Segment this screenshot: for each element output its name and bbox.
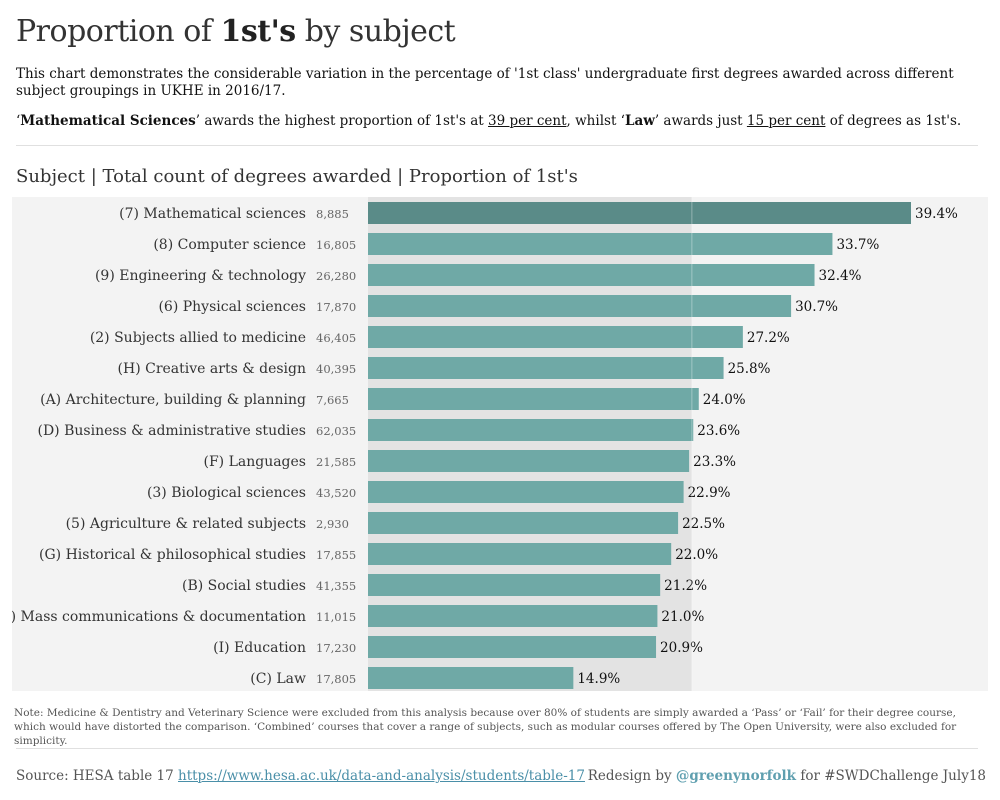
bar xyxy=(368,295,792,317)
category-label: (6) Physical sciences xyxy=(158,299,306,315)
category-label: (5) Agriculture & related subjects xyxy=(66,516,306,532)
bar xyxy=(368,419,694,441)
title-post: by subject xyxy=(295,14,456,49)
count-label: 7,665 xyxy=(316,393,349,407)
chart-subtitle: Subject | Total count of degrees awarded… xyxy=(16,166,578,187)
value-label: 30.7% xyxy=(795,299,838,315)
count-label: 41,355 xyxy=(316,579,356,593)
bar xyxy=(368,481,684,503)
source-prefix: Source: HESA table 17 xyxy=(16,768,179,784)
category-label: (D) Business & administrative studies xyxy=(38,423,307,439)
redesign-credit: Redesign by @greenynorfolk for #SWDChall… xyxy=(588,768,986,784)
bar xyxy=(368,450,690,472)
value-label: 25.8% xyxy=(728,361,771,377)
count-label: 16,805 xyxy=(316,238,356,252)
value-label: 27.2% xyxy=(747,330,790,346)
key-findings-bottom-value: 15 per cent xyxy=(746,113,826,129)
footnote: Note: Medicine & Dentistry and Veterinar… xyxy=(14,707,957,747)
divider-top xyxy=(16,145,978,146)
bar xyxy=(368,512,679,534)
count-label: 40,395 xyxy=(316,362,356,376)
category-label: (C) Law xyxy=(250,671,306,687)
category-label: (B) Social studies xyxy=(182,578,306,594)
category-label: (E) Mass communications & documentation xyxy=(12,609,306,625)
value-label: 20.9% xyxy=(660,640,703,656)
title-bold: 1st's xyxy=(220,14,296,49)
key-findings-top-subject: Mathematical Sciences xyxy=(20,113,196,129)
count-label: 46,405 xyxy=(316,331,356,345)
page-title: Proportion of 1st's by subject xyxy=(16,14,456,49)
value-label: 32.4% xyxy=(819,268,862,284)
bar xyxy=(368,667,574,689)
bar xyxy=(368,357,724,379)
count-label: 43,520 xyxy=(316,486,356,500)
key-findings-text-4: of degrees as 1st's. xyxy=(825,113,962,129)
divider-bottom xyxy=(16,748,978,749)
chart-panel: (7) Mathematical sciences 8,885 39.4% (8) C… xyxy=(0,197,988,705)
chart-description: This chart demonstrates the considerable… xyxy=(16,66,954,99)
bar xyxy=(368,636,657,658)
redesign-handle[interactable]: @greenynorfolk xyxy=(675,768,797,784)
key-findings-bottom-subject: Law xyxy=(624,113,655,129)
count-label: 26,280 xyxy=(316,269,356,283)
category-label: (G) Historical & philosophical studies xyxy=(39,547,306,563)
category-label: (A) Architecture, building & planning xyxy=(40,392,306,408)
value-label: 33.7% xyxy=(836,237,879,253)
footer: Source: HESA table 17 https://www.hesa.a… xyxy=(16,768,986,784)
key-findings-text-2: , whilst ‘ xyxy=(566,113,625,129)
bar xyxy=(368,264,815,286)
value-label: 14.9% xyxy=(577,671,620,687)
category-label: (H) Creative arts & design xyxy=(118,361,306,377)
count-label: 8,885 xyxy=(316,207,349,221)
category-label: (9) Engineering & technology xyxy=(95,268,306,284)
key-findings-top-value: 39 per cent xyxy=(488,113,567,129)
title-pre: Proportion of xyxy=(16,14,221,49)
category-label: (3) Biological sciences xyxy=(147,485,306,501)
value-label: 23.6% xyxy=(697,423,740,439)
count-label: 17,805 xyxy=(316,672,356,686)
bar xyxy=(368,326,743,348)
count-label: 21,585 xyxy=(316,455,356,469)
category-label: (2) Subjects allied to medicine xyxy=(90,330,306,346)
bar xyxy=(368,543,672,565)
bar xyxy=(368,388,699,410)
key-findings-text-1: ’ awards the highest proportion of 1st's… xyxy=(195,113,489,129)
value-label: 22.9% xyxy=(688,485,731,501)
bar xyxy=(368,574,661,596)
value-label: 22.5% xyxy=(682,516,725,532)
source-link[interactable]: https://www.hesa.ac.uk/data-and-analysis… xyxy=(178,768,585,784)
count-label: 11,015 xyxy=(316,610,356,624)
category-label: (F) Languages xyxy=(203,454,306,470)
bar-chart: (7) Mathematical sciences 8,885 39.4% (8) C… xyxy=(0,197,958,705)
redesign-prefix: Redesign by xyxy=(587,768,676,784)
category-label: (I) Education xyxy=(213,640,306,656)
value-label: 21.2% xyxy=(664,578,707,594)
bar xyxy=(368,202,911,224)
category-label: (8) Computer science xyxy=(153,237,306,253)
value-label: 39.4% xyxy=(915,206,958,222)
redesign-suffix: for #SWDChallenge July18 xyxy=(796,768,986,784)
key-findings-text-3: ’ awards just xyxy=(654,113,747,129)
key-findings: ‘Mathematical Sciences’ awards the highe… xyxy=(16,113,976,129)
bar xyxy=(368,233,833,255)
category-label: (7) Mathematical sciences xyxy=(119,206,306,222)
key-findings-quote: ‘ xyxy=(16,113,21,129)
count-label: 2,930 xyxy=(316,517,349,531)
count-label: 17,855 xyxy=(316,548,356,562)
value-label: 23.3% xyxy=(693,454,736,470)
value-label: 22.0% xyxy=(675,547,718,563)
bar xyxy=(368,605,658,627)
value-label: 24.0% xyxy=(703,392,746,408)
count-label: 17,230 xyxy=(316,641,356,655)
value-label: 21.0% xyxy=(661,609,704,625)
count-label: 62,035 xyxy=(316,424,356,438)
count-label: 17,870 xyxy=(316,300,356,314)
